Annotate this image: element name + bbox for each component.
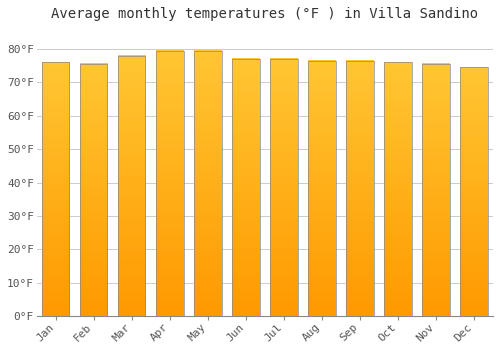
Bar — [346, 61, 374, 316]
Bar — [42, 62, 70, 316]
Bar — [194, 51, 222, 316]
Bar — [80, 64, 108, 316]
Bar — [460, 68, 487, 316]
Title: Average monthly temperatures (°F ) in Villa Sandino: Average monthly temperatures (°F ) in Vi… — [52, 7, 478, 21]
Bar — [422, 64, 450, 316]
Bar — [232, 59, 260, 316]
Bar — [156, 51, 184, 316]
Bar — [384, 62, 411, 316]
Bar — [118, 56, 146, 316]
Bar — [308, 61, 336, 316]
Bar — [270, 59, 297, 316]
